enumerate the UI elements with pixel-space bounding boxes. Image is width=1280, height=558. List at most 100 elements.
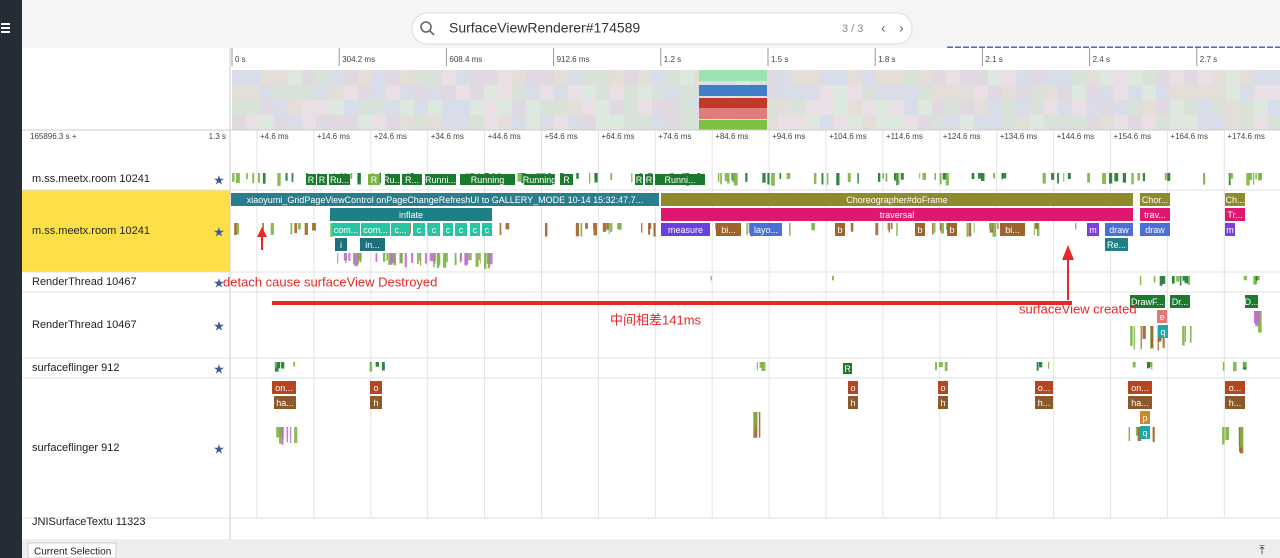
heat-cell xyxy=(1198,115,1212,130)
track-pin[interactable]: ★ xyxy=(213,172,225,187)
slice-label: bi... xyxy=(721,225,736,235)
slice-fragment xyxy=(330,223,333,237)
slice xyxy=(1245,295,1258,308)
slice-fragment xyxy=(717,173,720,182)
slice xyxy=(402,174,422,185)
heat-cell xyxy=(820,115,834,130)
slice xyxy=(391,223,410,236)
ruler-tick-label: +54.6 ms xyxy=(545,132,578,141)
slice-fragment xyxy=(968,223,972,237)
search-icon-handle xyxy=(429,30,435,36)
menu-icon[interactable] xyxy=(1,23,10,33)
slice-fragment xyxy=(1225,427,1230,441)
slice-fragment xyxy=(1222,427,1225,445)
slice xyxy=(317,174,327,185)
overview-heatmap xyxy=(232,70,1280,131)
annotation: 中间相差141ms xyxy=(610,312,702,327)
search-box[interactable] xyxy=(411,12,913,45)
tab[interactable] xyxy=(27,542,117,558)
slice xyxy=(330,208,492,221)
slice-label: b xyxy=(917,225,922,235)
heat-cell xyxy=(414,100,428,115)
slice-fragment xyxy=(1051,173,1055,180)
slice-fragment xyxy=(488,253,493,265)
heat-cell xyxy=(876,85,890,100)
slice-fragment xyxy=(771,173,775,186)
slice-fragment xyxy=(726,173,730,184)
slice-label: in... xyxy=(365,240,380,250)
heat-cell xyxy=(596,70,610,85)
heat-cell xyxy=(1212,70,1226,85)
heat-cell xyxy=(1156,70,1170,85)
slice xyxy=(1225,208,1245,221)
prev-result[interactable]: ‹ xyxy=(881,20,886,36)
slice-fragment xyxy=(369,362,373,372)
track-pin[interactable]: ★ xyxy=(213,224,225,239)
heat-cell xyxy=(232,100,246,115)
heat-cell xyxy=(400,115,414,130)
slice-fragment xyxy=(484,253,487,269)
heat-cell xyxy=(260,100,274,115)
heat-cell xyxy=(568,85,582,100)
heat-cell xyxy=(498,85,512,100)
heat-cell xyxy=(428,70,442,85)
slice-label: o... xyxy=(1229,383,1242,393)
overview-tick-label: 608.4 ms xyxy=(449,55,482,64)
slice-fragment xyxy=(1159,276,1163,286)
slice-fragment xyxy=(1153,276,1156,283)
track-pin[interactable]: ★ xyxy=(213,441,225,456)
heat-cell xyxy=(1114,85,1128,100)
slice-fragment xyxy=(1057,173,1059,184)
heat-cell xyxy=(904,100,918,115)
slice-fragment xyxy=(1042,173,1046,184)
track-pin[interactable]: ★ xyxy=(213,275,225,290)
slice-fragment xyxy=(505,223,510,230)
slice-fragment xyxy=(939,223,942,231)
heat-cell xyxy=(1016,100,1030,115)
track-pin[interactable]: ★ xyxy=(213,361,225,376)
ruler-tick-label: +24.6 ms xyxy=(374,132,407,141)
slice-fragment xyxy=(246,173,248,180)
slice-fragment xyxy=(945,173,949,186)
slice-fragment xyxy=(279,427,282,444)
slice-label: c xyxy=(485,225,490,235)
ruler-tick-label: +4.6 ms xyxy=(260,132,289,141)
slice-fragment xyxy=(935,362,937,371)
slice-fragment xyxy=(1184,276,1189,284)
heat-cell xyxy=(610,70,624,85)
track-pin[interactable]: ★ xyxy=(213,318,225,333)
slice-fragment xyxy=(992,223,997,237)
slice-fragment xyxy=(1131,173,1134,185)
slice-fragment xyxy=(887,223,889,231)
slice-fragment xyxy=(1238,427,1240,447)
heat-cell xyxy=(666,70,680,85)
heat-cell xyxy=(638,70,652,85)
slice-fragment xyxy=(420,253,422,266)
overview-tick-label: 2.1 s xyxy=(985,55,1002,64)
track-name: surfaceflinger 912 xyxy=(32,362,119,374)
heat-cell xyxy=(974,85,988,100)
slice-fragment xyxy=(489,253,491,268)
slice-label: Running xyxy=(523,175,557,185)
slice-fragment xyxy=(281,427,284,445)
heat-cell xyxy=(302,70,316,85)
heat-cell xyxy=(820,70,834,85)
heat-cell xyxy=(918,100,932,115)
heat-cell xyxy=(232,85,246,100)
track-name: JNISurfaceTextu 11323 xyxy=(32,516,146,528)
slice-fragment xyxy=(1128,427,1131,441)
heat-cell xyxy=(1114,115,1128,130)
slice-fragment xyxy=(779,173,782,179)
slice-label: draw xyxy=(1109,225,1129,235)
slice-fragment xyxy=(1002,173,1007,179)
slice-fragment xyxy=(390,253,393,265)
heat-cell xyxy=(764,115,778,130)
overview-tick-label: 304.2 ms xyxy=(342,55,375,64)
collapse-icon[interactable]: ⤒ xyxy=(1259,543,1265,557)
heat-cell xyxy=(316,70,330,85)
heat-cell xyxy=(680,100,694,115)
heat-cell xyxy=(932,70,946,85)
slice-fragment xyxy=(850,223,854,232)
next-result[interactable]: › xyxy=(899,20,904,36)
heat-cell xyxy=(400,85,414,100)
